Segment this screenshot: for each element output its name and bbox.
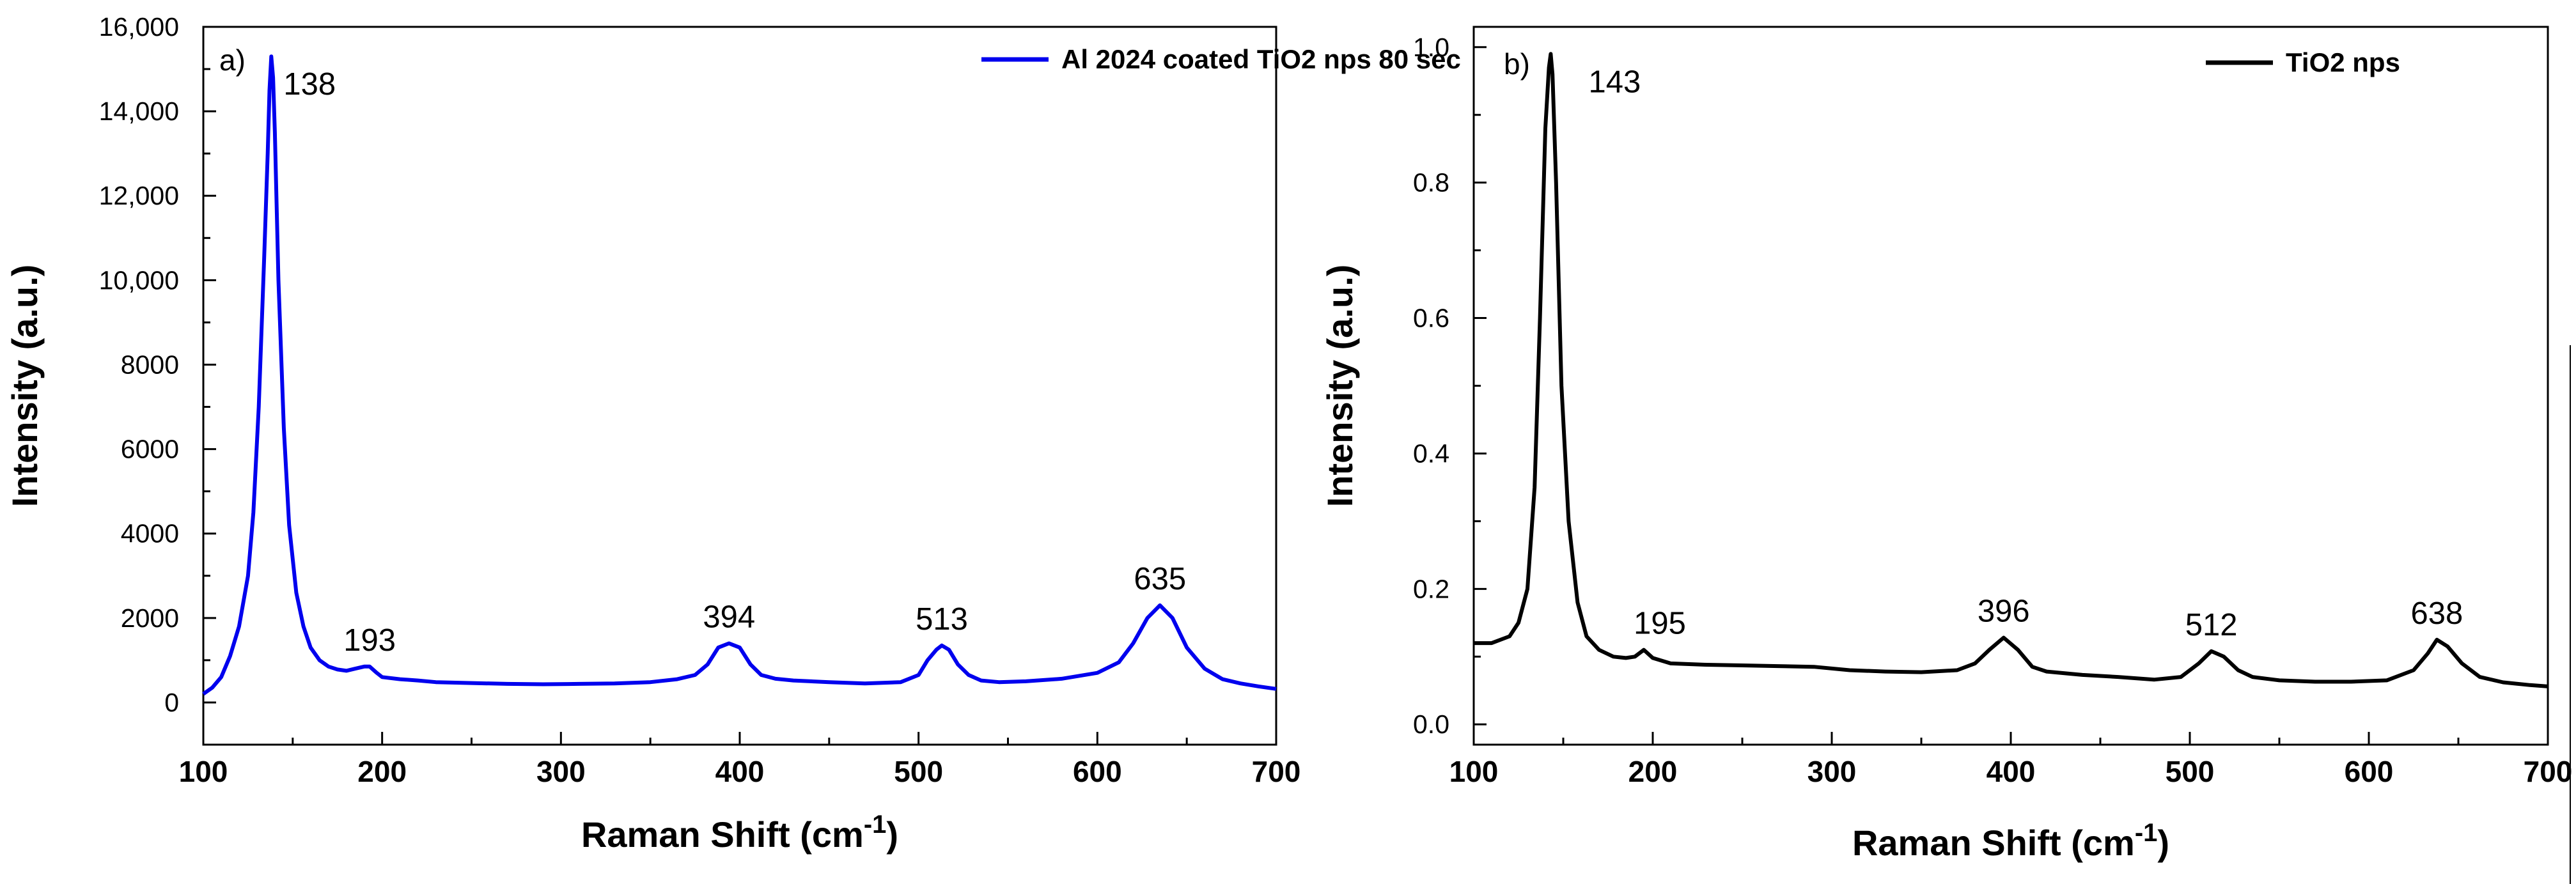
peak-label: 512 <box>2185 608 2238 642</box>
y-tick-label: 4000 <box>121 519 179 548</box>
y-tick-label: 0.2 <box>1413 574 1449 603</box>
x-tick-label: 100 <box>179 755 228 788</box>
x-tick-label: 600 <box>2345 755 2394 788</box>
x-tick-label: 600 <box>1073 755 1122 788</box>
series-line <box>1474 52 2549 688</box>
x-tick-label: 500 <box>894 755 943 788</box>
panel-label: a) <box>219 43 246 77</box>
peak-label: 143 <box>1589 65 1641 99</box>
x-tick-label: 400 <box>1987 755 2036 788</box>
y-tick-label: 1.0 <box>1413 33 1449 62</box>
peak-label: 138 <box>283 67 336 102</box>
y-tick-label: 10,000 <box>99 265 179 295</box>
y-tick-label: 0.6 <box>1413 304 1449 333</box>
y-tick-label: 8000 <box>121 350 179 379</box>
y-tick-label: 16,000 <box>99 12 179 42</box>
peak-label: 394 <box>703 600 755 634</box>
peak-label: 195 <box>1634 607 1686 641</box>
y-tick-label: 0.4 <box>1413 438 1449 468</box>
peak-label: 193 <box>343 623 396 658</box>
x-tick-label: 200 <box>1628 755 1678 788</box>
panel-label: b) <box>1504 47 1530 81</box>
series-line <box>202 54 1277 696</box>
x-tick-label: 700 <box>2524 755 2573 788</box>
x-tick-label: 100 <box>1449 755 1499 788</box>
x-axis-title: Raman Shift (cm-1) <box>581 810 898 855</box>
y-tick-label: 0 <box>164 688 179 717</box>
y-axis-title: Intensity (a.u.) <box>4 265 45 508</box>
x-axis-title: Raman Shift (cm-1) <box>1852 819 2169 863</box>
peak-label: 638 <box>2411 596 2463 631</box>
x-tick-label: 500 <box>2166 755 2215 788</box>
y-axis-title: Intensity (a.u.) <box>1320 265 1360 508</box>
legend-label: TiO2 nps <box>2286 47 2400 77</box>
x-tick-label: 300 <box>536 755 586 788</box>
peak-label: 396 <box>1978 594 2030 629</box>
y-tick-label: 2000 <box>121 603 179 633</box>
panel-b: 100 200 300 400 500 600 700 0.0 0.2 0.4 0.6 0.8 1.0 T… <box>1320 26 2573 863</box>
y-tick-label: 0.8 <box>1413 168 1449 198</box>
y-tick-label: 12,000 <box>99 181 179 210</box>
peak-label: 513 <box>916 602 968 637</box>
x-tick-label: 300 <box>1807 755 1857 788</box>
y-tick-label: 14,000 <box>99 97 179 126</box>
x-tick-label: 200 <box>357 755 407 788</box>
x-tick-label: 400 <box>715 755 765 788</box>
panel-a: 100 200 300 400 500 600 700 0 2000 4000 6000 8000 10… <box>4 12 1461 855</box>
legend-label: Al 2024 coated TiO2 nps 80 sec <box>1061 44 1461 74</box>
x-tick-label: 700 <box>1252 755 1301 788</box>
y-tick-label: 0.0 <box>1413 710 1449 739</box>
y-tick-label: 6000 <box>121 435 179 464</box>
peak-label: 635 <box>1134 562 1186 596</box>
